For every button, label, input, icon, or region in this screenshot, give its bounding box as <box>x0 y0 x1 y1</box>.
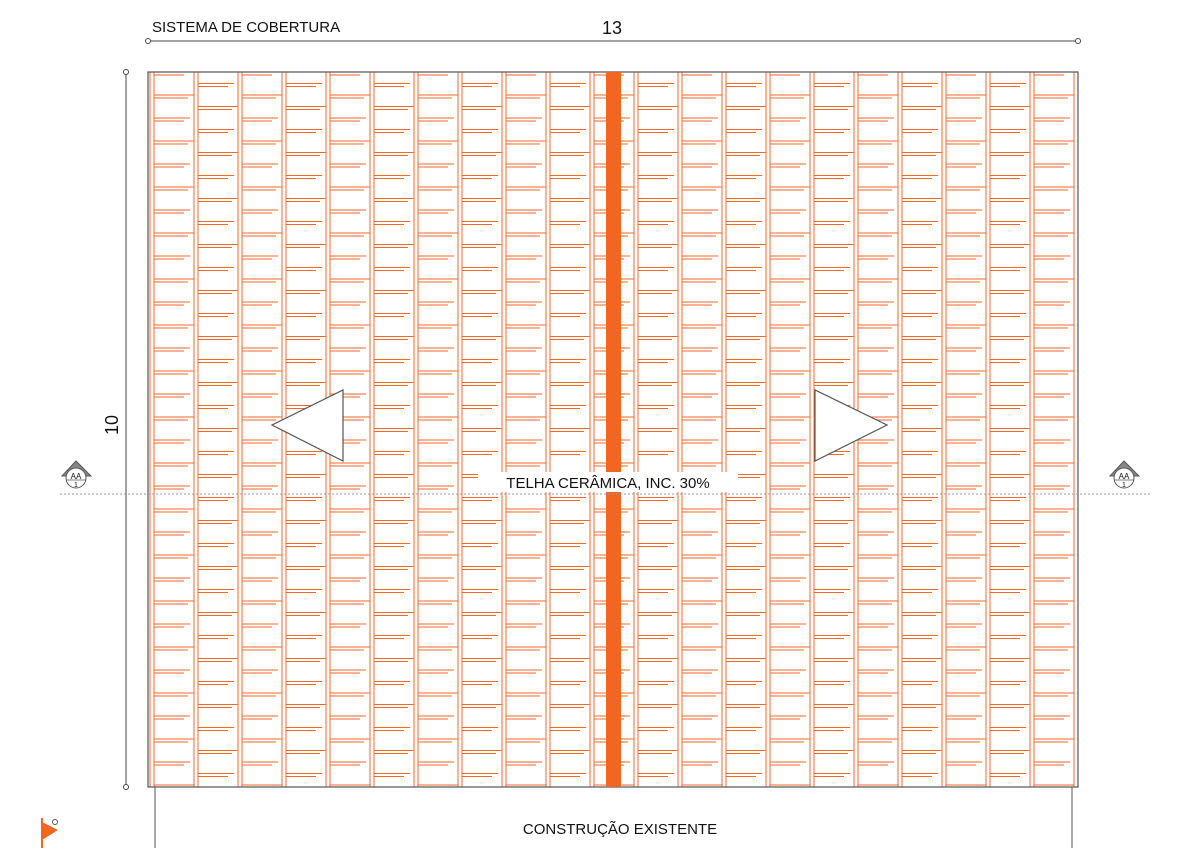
height-dimension: 10 <box>102 69 129 790</box>
roof-ridge <box>606 72 621 787</box>
section-sheet: 1 <box>1122 482 1126 489</box>
slope-arrow-left-icon <box>270 389 344 462</box>
section-code: AA <box>71 472 82 481</box>
width-dimension-value: 13 <box>602 18 622 38</box>
existing-building-label: CONSTRUÇÃO EXISTENTE <box>523 821 717 838</box>
level-marker-icon <box>41 818 58 848</box>
material-label-bg <box>478 472 738 492</box>
section-code: AA <box>1119 472 1130 481</box>
existing-building: CONSTRUÇÃO EXISTENTE <box>154 787 1073 848</box>
section-marker-left: AA 1 <box>60 460 93 489</box>
slope-arrow-right-icon <box>814 389 889 462</box>
section-sheet: 1 <box>74 482 78 489</box>
roof-area <box>147 71 1079 788</box>
width-dimension: 13 <box>145 18 1081 44</box>
section-marker-right: AA 1 <box>1108 460 1141 489</box>
height-dimension-value: 10 <box>102 415 122 435</box>
ceramic-tile-pattern <box>149 72 1078 787</box>
material-label: TELHA CERÂMICA, INC. 30% <box>506 475 709 492</box>
system-label: SISTEMA DE COBERTURA <box>152 19 340 36</box>
